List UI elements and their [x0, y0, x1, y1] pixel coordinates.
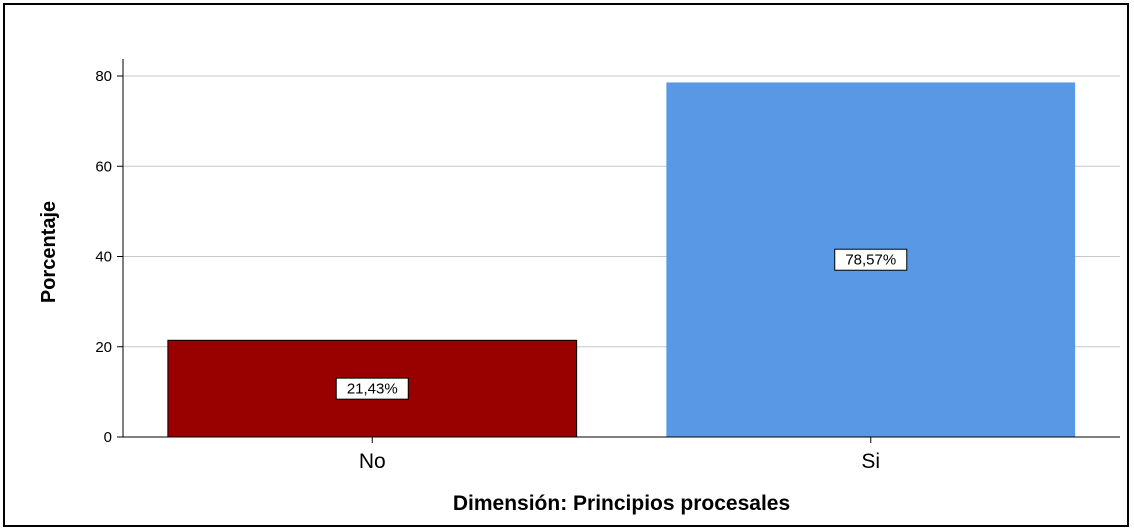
- x-category-label-no: No: [359, 450, 386, 473]
- data-label-no: 21,43%: [335, 377, 409, 400]
- x-axis-categories: No Si: [359, 437, 880, 473]
- data-label-text: 78,57%: [845, 252, 896, 269]
- data-labels: 21,43% 78,57%: [335, 248, 908, 400]
- y-tick-label: 0: [104, 429, 112, 446]
- y-axis-title: Porcentaje: [38, 201, 60, 303]
- data-label-text: 21,43%: [347, 381, 398, 398]
- y-axis-ticks: 0 20 40 60 80: [95, 68, 123, 446]
- y-tick-label: 80: [95, 68, 112, 85]
- y-tick-label: 40: [95, 249, 112, 266]
- y-tick-label: 20: [95, 339, 112, 356]
- data-label-si: 78,57%: [834, 248, 908, 271]
- data-label-box: [335, 377, 409, 400]
- bars: [167, 82, 1076, 438]
- y-tick-label: 60: [95, 158, 112, 175]
- x-category-label-si: Si: [861, 450, 880, 473]
- data-label-box: [834, 248, 908, 271]
- x-axis-title: Dimensión: Principios procesales: [453, 492, 790, 515]
